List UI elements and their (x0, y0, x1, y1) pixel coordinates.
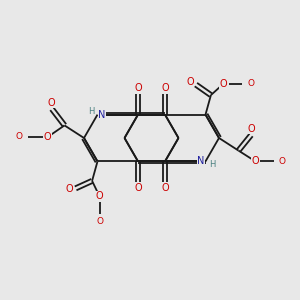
Text: O: O (161, 83, 169, 93)
Text: O: O (47, 98, 55, 108)
Text: O: O (161, 183, 169, 193)
Text: O: O (134, 183, 142, 193)
Text: O: O (96, 217, 103, 226)
Text: N: N (98, 110, 106, 120)
Text: O: O (16, 132, 23, 141)
Text: H: H (209, 160, 215, 169)
Text: O: O (278, 157, 286, 166)
Text: O: O (186, 76, 194, 87)
Text: O: O (247, 79, 254, 88)
Text: O: O (44, 132, 51, 142)
Text: H: H (88, 107, 94, 116)
Text: N: N (197, 156, 205, 167)
Text: O: O (134, 83, 142, 93)
Text: O: O (96, 191, 104, 202)
Text: O: O (220, 79, 227, 89)
Text: O: O (247, 124, 255, 134)
Text: O: O (251, 156, 259, 166)
Text: O: O (66, 184, 74, 194)
